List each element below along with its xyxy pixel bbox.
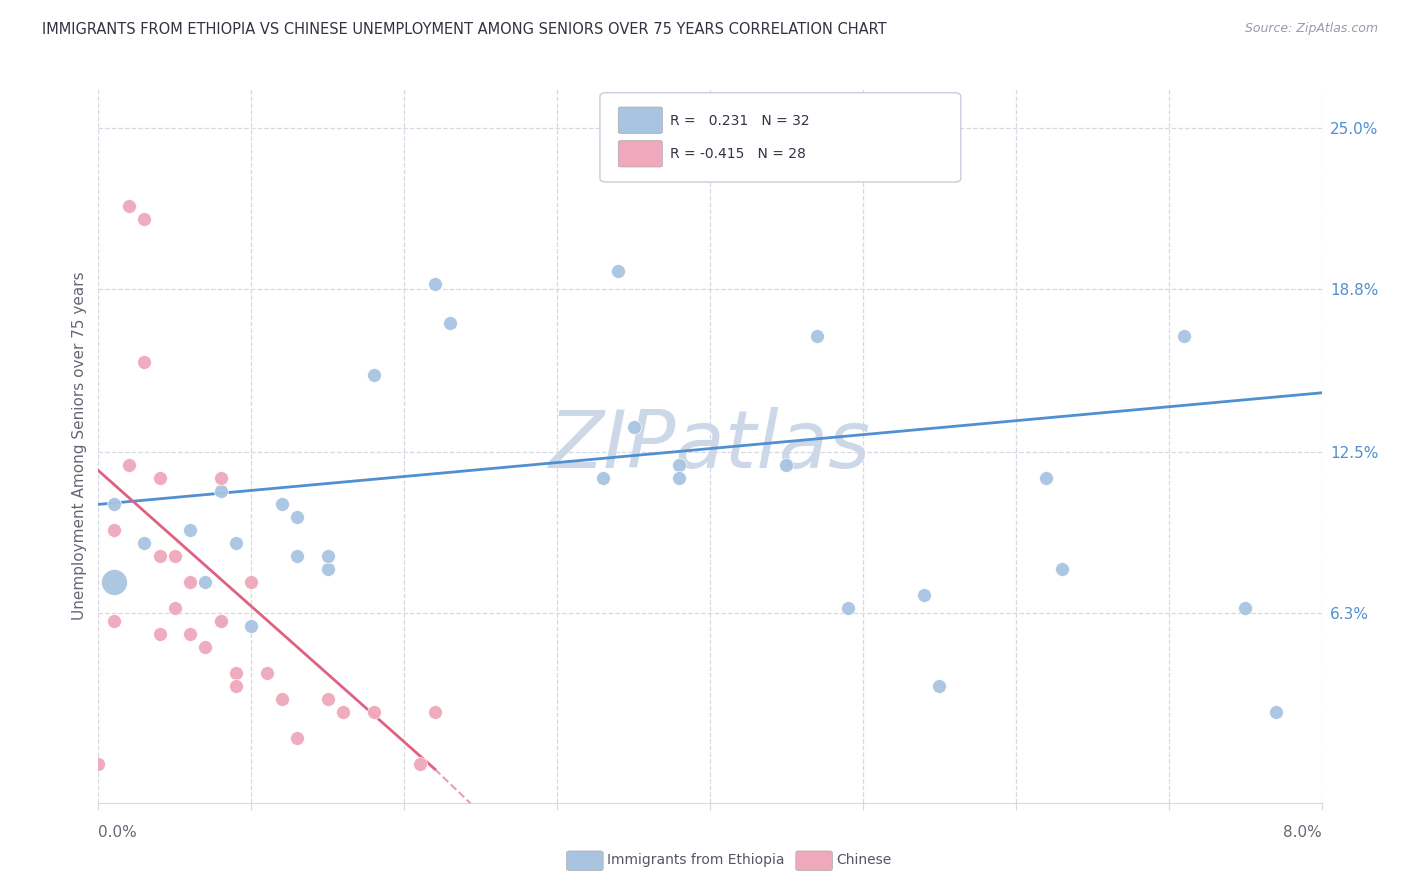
Point (668, 458, 690, 473)
FancyBboxPatch shape (600, 93, 960, 182)
Text: Immigrants from Ethiopia: Immigrants from Ethiopia (607, 853, 785, 867)
Point (408, 756, 430, 771)
Point (240, 575, 263, 590)
Point (149, 471, 172, 485)
Point (1173, 328, 1195, 343)
Point (912, 588, 935, 602)
Point (316, 549, 339, 564)
Point (103, 575, 125, 590)
Point (163, 549, 186, 564)
Text: ZIPatlas: ZIPatlas (548, 407, 872, 485)
Point (134, 536, 156, 550)
Point (837, 601, 859, 615)
Point (332, 705, 354, 719)
Point (623, 419, 645, 434)
Point (316, 692, 339, 706)
Point (285, 510, 308, 524)
Point (1234, 601, 1257, 615)
Point (179, 575, 201, 590)
Text: R =   0.231   N = 32: R = 0.231 N = 32 (669, 113, 810, 128)
Point (149, 627, 172, 641)
Point (163, 601, 186, 615)
Point (87, 756, 110, 771)
Point (928, 679, 950, 693)
Point (256, 666, 278, 681)
Point (592, 471, 614, 485)
Point (285, 731, 308, 745)
Point (363, 368, 385, 382)
Text: IMMIGRANTS FROM ETHIOPIA VS CHINESE UNEMPLOYMENT AMONG SENIORS OVER 75 YEARS COR: IMMIGRANTS FROM ETHIOPIA VS CHINESE UNEM… (42, 22, 887, 37)
Text: 0.0%: 0.0% (98, 825, 138, 840)
Point (194, 640, 217, 654)
Point (179, 627, 201, 641)
Point (1050, 562, 1073, 576)
Point (103, 524, 125, 538)
Text: R = -0.415   N = 28: R = -0.415 N = 28 (669, 147, 806, 161)
Y-axis label: Unemployment Among Seniors over 75 years: Unemployment Among Seniors over 75 years (72, 272, 87, 620)
Point (225, 536, 247, 550)
Point (316, 562, 339, 576)
FancyBboxPatch shape (619, 141, 662, 167)
Point (285, 549, 308, 564)
Point (194, 575, 217, 590)
Point (270, 497, 294, 511)
Point (225, 666, 247, 681)
Point (423, 705, 446, 719)
Point (134, 211, 156, 226)
Point (270, 692, 294, 706)
Point (1264, 705, 1286, 719)
Point (806, 328, 828, 343)
Point (209, 614, 232, 628)
Point (149, 549, 172, 564)
Point (775, 458, 797, 473)
Point (103, 497, 125, 511)
Point (607, 264, 630, 278)
Point (118, 458, 141, 473)
Point (699, 134, 721, 148)
Point (1035, 471, 1057, 485)
Point (240, 619, 263, 633)
Point (423, 277, 446, 291)
Point (209, 614, 232, 628)
Text: Source: ZipAtlas.com: Source: ZipAtlas.com (1244, 22, 1378, 36)
Point (668, 471, 690, 485)
Point (103, 614, 125, 628)
Point (134, 354, 156, 368)
Text: 8.0%: 8.0% (1282, 825, 1322, 840)
FancyBboxPatch shape (619, 107, 662, 134)
Point (209, 471, 232, 485)
Point (439, 316, 461, 330)
Point (118, 199, 141, 213)
Point (225, 679, 247, 693)
Point (179, 524, 201, 538)
Point (209, 484, 232, 499)
Text: Chinese: Chinese (837, 853, 891, 867)
Point (363, 705, 385, 719)
